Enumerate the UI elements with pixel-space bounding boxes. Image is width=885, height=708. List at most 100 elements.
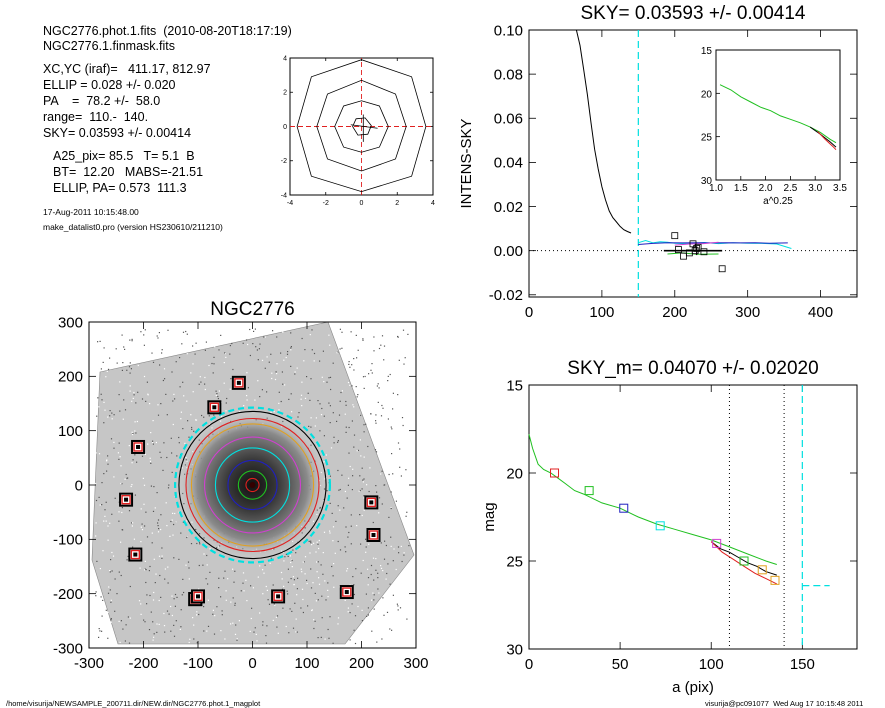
galaxy-noise-dot <box>156 623 158 625</box>
galaxy-noise-dot <box>179 628 181 630</box>
galaxy-noise-dot <box>204 376 206 379</box>
galaxy-noise-dot <box>373 594 375 596</box>
galaxy-noise-dot <box>383 614 385 616</box>
galaxy-noise-dot <box>158 555 161 557</box>
galaxy-noise-dot <box>290 332 292 334</box>
galaxy-noise-dot <box>332 412 334 414</box>
galaxy-noise-dot <box>224 331 226 333</box>
galaxy-noise-dot <box>406 618 408 620</box>
galaxy-noise-dot <box>178 442 180 444</box>
masked-star-inner <box>366 497 377 508</box>
galaxy-noise-dot <box>296 594 298 596</box>
galaxy-ellipse-orange <box>190 423 315 547</box>
galaxy-noise-dot <box>365 423 367 425</box>
galaxy-noise-dot <box>378 347 381 350</box>
galaxy-noise-dot <box>102 361 104 363</box>
galaxy-noise-dot <box>392 633 394 635</box>
centroid-ytick-label: 2 <box>283 90 287 97</box>
mag-axes: 0 50 100 150 15 20 25 30 <box>506 377 857 673</box>
galaxy-noise-dot <box>359 514 361 516</box>
galaxy-noise-dot <box>377 382 379 384</box>
galaxy-noise-dot <box>215 394 217 396</box>
galaxy-noise-dot <box>171 595 173 597</box>
galaxy-noise-dot <box>398 477 400 479</box>
galaxy-noise-dot <box>318 577 320 579</box>
galaxy-noise-dot <box>268 603 271 605</box>
galaxy-noise-dot <box>109 570 111 572</box>
galaxy-noise-dot <box>174 593 177 596</box>
galaxy-noise-dot <box>135 432 137 434</box>
inset-xlabel: a^0.25 <box>763 196 793 207</box>
galaxy-noise-dot <box>397 335 399 338</box>
galaxy-noise-dot <box>118 520 120 522</box>
galaxy-noise-dot <box>140 349 142 351</box>
galaxy-noise-dot <box>157 525 159 527</box>
galaxy-noise-dot <box>129 354 131 356</box>
galaxy-noise-dot <box>338 414 341 416</box>
galaxy-noise-dot <box>383 359 385 361</box>
galaxy-noise-dot <box>339 335 342 337</box>
galaxy-noise-dot <box>381 638 383 640</box>
galaxy-noise-dot <box>131 525 133 527</box>
galaxy-noise-dot <box>187 420 189 422</box>
galaxy-noise-dot <box>287 568 289 570</box>
galaxy-noise-dot <box>252 587 254 589</box>
galaxy-noise-dot <box>280 400 282 403</box>
galaxy-noise-dot <box>378 497 381 499</box>
intens-title: SKY= 0.03593 +/- 0.00414 <box>580 3 805 24</box>
galaxy-noise-dot <box>140 603 142 605</box>
galaxy-noise-dot <box>326 490 328 492</box>
galaxy-noise-dot <box>353 629 355 631</box>
centroid-cross-h <box>350 124 378 129</box>
galaxy-noise-dot <box>276 615 279 617</box>
galaxy-noise-dot <box>316 571 318 573</box>
galaxy-xtick-label: -100 <box>183 655 213 672</box>
galaxy-noise-dot <box>361 488 363 490</box>
galaxy-noise-dot <box>317 400 319 402</box>
galaxy-noise-dot <box>155 573 157 575</box>
galaxy-noise-dot <box>203 416 205 418</box>
galaxy-noise-dot <box>135 402 137 404</box>
galaxy-noise-dot <box>193 638 195 640</box>
galaxy-noise-dot <box>363 376 366 378</box>
galaxy-noise-dot <box>101 620 104 622</box>
galaxy-noise-dot <box>152 510 155 512</box>
galaxy-noise-dot <box>353 593 355 596</box>
masked-star-inner <box>130 549 141 560</box>
galaxy-noise-dot <box>363 387 365 389</box>
galaxy-noise-dot <box>270 411 272 414</box>
galaxy-noise-dot <box>168 613 170 615</box>
galaxy-noise-dot <box>185 330 187 333</box>
galaxy-noise-dot <box>131 522 133 524</box>
galaxy-noise-dot <box>261 389 263 391</box>
galaxy-noise-dot <box>95 482 97 485</box>
intens-sky-box <box>671 232 679 240</box>
galaxy-noise-dot <box>263 336 265 338</box>
galaxy-noise-dot <box>289 608 291 610</box>
galaxy-noise-dot <box>164 578 166 580</box>
galaxy-noise-dot <box>255 633 257 635</box>
galaxy-noise-dot <box>113 357 116 359</box>
galaxy-noise-dot <box>358 490 360 492</box>
galaxy-noise-dot <box>182 331 185 333</box>
galaxy-noise-dot <box>123 399 125 401</box>
galaxy-noise-dot <box>405 515 407 517</box>
galaxy-noise-dot <box>108 586 110 588</box>
intens-sky-box <box>689 240 697 248</box>
galaxy-noise-dot <box>157 522 159 524</box>
galaxy-noise-dot <box>143 503 145 505</box>
centroid-xtick-label: -4 <box>287 200 293 207</box>
galaxy-noise-dot <box>348 477 350 479</box>
inset-ytick-label: 15 <box>701 46 713 57</box>
galaxy-noise-dot <box>282 331 284 333</box>
galaxy-noise-dot <box>265 585 267 588</box>
galaxy-noise-dot <box>196 542 198 545</box>
galaxy-noise-dot <box>113 441 115 443</box>
galaxy-noise-dot <box>191 426 193 429</box>
galaxy-noise-dot <box>205 578 207 580</box>
galaxy-noise-dot <box>404 433 406 435</box>
ellipticity-label: ELLIP = 0.028 +/- 0.020 <box>43 78 176 92</box>
galaxy-noise-dot <box>341 474 343 476</box>
galaxy-noise-dot <box>321 617 323 619</box>
intens-ytick-label: 0.10 <box>494 22 523 39</box>
